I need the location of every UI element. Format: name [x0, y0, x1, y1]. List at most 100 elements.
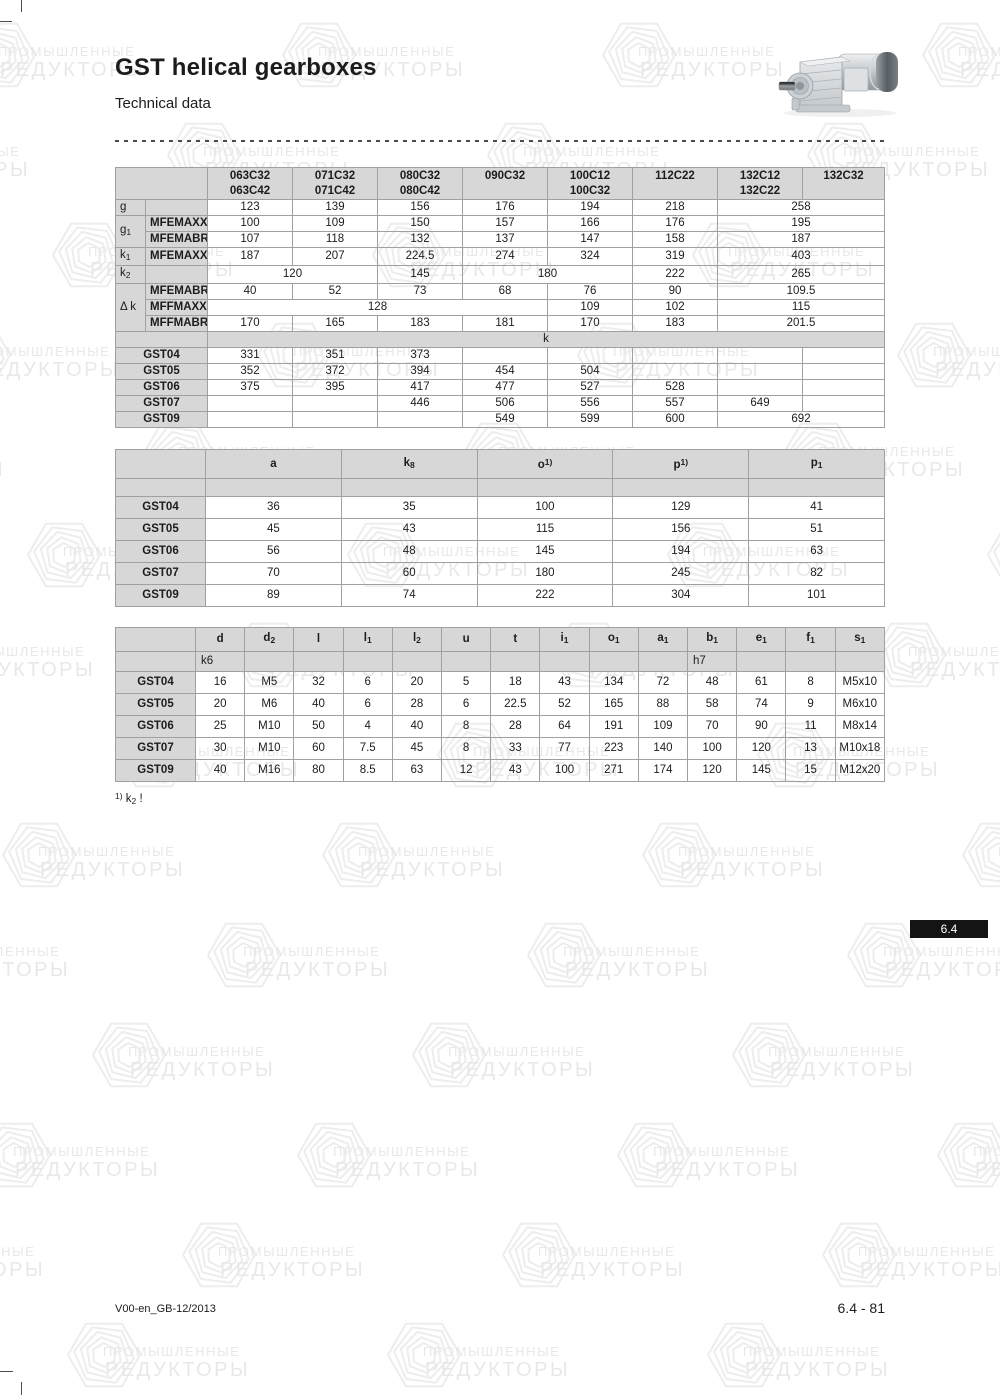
value-cell: 134	[588, 671, 639, 694]
value-cell: 40	[194, 759, 246, 782]
value-cell: 118	[292, 231, 378, 248]
value-cell: 123	[207, 199, 293, 216]
watermark-hex-logo	[297, 1122, 371, 1188]
value-cell: 102	[632, 299, 718, 316]
row-label: k1	[115, 247, 146, 266]
row-label: GST05	[115, 518, 206, 541]
value-cell: 187	[207, 247, 293, 266]
col-tolerance	[342, 651, 393, 672]
value-cell	[292, 395, 378, 412]
col-tolerance: h7	[687, 651, 738, 672]
value-cell: 223	[588, 737, 639, 760]
value-cell: M5	[244, 671, 295, 694]
value-cell: 165	[292, 315, 378, 332]
value-cell: 170	[547, 315, 633, 332]
value-cell: 20	[391, 671, 443, 694]
row-label	[115, 331, 208, 348]
watermark-line1: ПРОМЫШЛЕННЫЕ	[448, 1044, 586, 1059]
value-cell: M5x10	[834, 671, 886, 694]
value-cell: M16	[244, 759, 295, 782]
col-tolerance	[785, 651, 836, 672]
shaft-dimensions-table: d d2 l l1 l2 u t i1 o1 a1 b1 e1 f1 s1 k6 h7 GST04 16 M5 32 6…	[115, 627, 886, 782]
value-cell: 191	[588, 715, 639, 738]
value-cell	[802, 347, 885, 364]
value-cell: 600	[632, 411, 718, 428]
table1-corner	[115, 167, 208, 200]
watermark-hex-logo	[897, 322, 971, 388]
value-cell: 176	[632, 215, 718, 232]
watermark-line1: ПРОМЫШЛЕННЫЕ	[13, 1144, 151, 1159]
value-cell: 132	[377, 231, 463, 248]
footer-page-number: 6.4 - 81	[837, 1300, 885, 1316]
watermark-line2: РЕДУКТОРЫ	[655, 1159, 801, 1181]
value-cell: 18	[490, 671, 541, 694]
watermark-hex-logo	[937, 1122, 1000, 1188]
value-cell: 100	[476, 496, 614, 519]
watermark-line2: РЕДУКТОРЫ	[0, 459, 5, 482]
value-cell: 137	[462, 231, 548, 248]
value-cell: 147	[547, 231, 633, 248]
value-cell: 61	[736, 671, 787, 694]
col-header: o1	[588, 627, 639, 652]
value-cell: 180	[476, 562, 614, 585]
value-cell: 11	[785, 715, 836, 738]
watermark-hex-logo	[527, 922, 601, 988]
value-cell: 52	[539, 693, 590, 716]
watermark-hex-logo	[182, 1222, 256, 1288]
value-cell: 183	[632, 315, 718, 332]
value-cell: 35	[340, 496, 478, 519]
watermark-line1: ПРОМЫШЛЕННЫЕ	[523, 144, 661, 159]
watermark-line2: РЕДУКТОРЫ	[540, 1259, 686, 1281]
watermark-line1: ПРОМЫШЛЕННЫЕ	[333, 1144, 471, 1159]
value-cell: 140	[637, 737, 689, 760]
value-cell: 304	[612, 584, 750, 607]
value-cell: 48	[340, 540, 478, 563]
value-cell: 45	[391, 737, 443, 760]
watermark-hex-logo	[502, 1222, 576, 1288]
value-cell: 194	[612, 540, 750, 563]
value-cell: 6	[441, 693, 492, 716]
value-cell: 74	[736, 693, 787, 716]
col-header: 112C22	[632, 167, 718, 200]
watermark-line1: ПРОМЫШЛЕННЫЕ	[538, 1244, 676, 1259]
value-cell: 41	[748, 496, 885, 519]
col-tolerance	[244, 651, 295, 672]
value-cell: M8x14	[834, 715, 886, 738]
value-cell: 156	[377, 199, 463, 216]
col-header: 100C12 100C32	[547, 167, 633, 200]
value-cell: 30	[194, 737, 246, 760]
crop-mark-bottom-left-v	[21, 1382, 22, 1395]
footnote-sub: 2	[131, 796, 137, 806]
col-tolerance	[340, 478, 478, 497]
value-cell	[632, 347, 718, 364]
value-cell: 145	[736, 759, 787, 782]
value-cell: 170	[207, 315, 293, 332]
watermark-line2: РЕДУКТОРЫ	[0, 659, 96, 681]
value-cell: 145	[377, 265, 463, 284]
value-cell: 82	[748, 562, 885, 585]
value-cell: 8.5	[342, 759, 393, 782]
col-header: f1	[785, 627, 836, 652]
col-tolerance: k6	[194, 651, 246, 672]
watermark-line2: РЕДУКТОРЫ	[40, 859, 186, 881]
value-cell: 28	[391, 693, 443, 716]
watermark-line1: ПРОМЫШЛЕННЫЕ	[203, 144, 341, 159]
footnote-marker: 1)	[115, 791, 123, 801]
value-cell: 8	[441, 715, 492, 738]
value-cell: 557	[632, 395, 718, 412]
col-header: l2	[391, 627, 443, 652]
value-cell: 258	[717, 199, 885, 216]
value-cell	[717, 347, 803, 364]
value-cell: 63	[391, 759, 443, 782]
value-cell: 109	[292, 215, 378, 232]
value-cell: 72	[637, 671, 689, 694]
watermark-hex-logo	[602, 22, 676, 88]
value-cell: 109	[637, 715, 689, 738]
watermark-line1: ПРОМЫШЛЕННЫЕ	[638, 44, 776, 59]
value-cell: 107	[207, 231, 293, 248]
value-cell: 128	[207, 299, 548, 316]
value-cell: 224.5	[377, 247, 463, 266]
